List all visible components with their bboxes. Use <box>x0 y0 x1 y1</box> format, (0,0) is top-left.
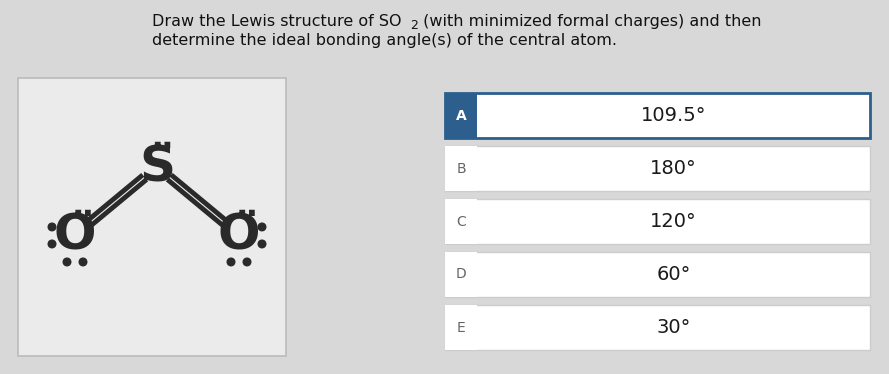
Circle shape <box>258 240 266 248</box>
Text: 120°: 120° <box>650 212 697 231</box>
Text: C: C <box>456 215 466 229</box>
Text: 30°: 30° <box>656 318 691 337</box>
Circle shape <box>48 240 56 248</box>
Text: E: E <box>457 321 465 334</box>
Text: (with minimized formal charges) and then: (with minimized formal charges) and then <box>418 14 762 29</box>
Circle shape <box>258 223 266 231</box>
Circle shape <box>48 223 56 231</box>
Bar <box>445 93 477 138</box>
Bar <box>445 199 477 244</box>
Text: determine the ideal bonding angle(s) of the central atom.: determine the ideal bonding angle(s) of … <box>152 33 617 48</box>
Bar <box>445 252 870 297</box>
Text: Draw the Lewis structure of SO: Draw the Lewis structure of SO <box>152 14 402 29</box>
Circle shape <box>244 258 251 266</box>
Bar <box>445 305 477 350</box>
Text: B: B <box>456 162 466 175</box>
Bar <box>18 78 286 356</box>
Bar <box>445 146 477 191</box>
Text: D: D <box>456 267 467 282</box>
Text: 180°: 180° <box>650 159 697 178</box>
Text: 60°: 60° <box>656 265 691 284</box>
Circle shape <box>79 258 87 266</box>
Circle shape <box>63 258 71 266</box>
Bar <box>445 93 870 138</box>
Bar <box>445 252 477 297</box>
Bar <box>445 305 870 350</box>
Text: 2: 2 <box>410 19 418 32</box>
Circle shape <box>228 258 235 266</box>
Bar <box>445 199 870 244</box>
Text: A: A <box>456 108 467 123</box>
Text: 109.5°: 109.5° <box>641 106 706 125</box>
Text: Ö: Ö <box>53 211 96 259</box>
Text: S̈: S̈ <box>139 143 175 191</box>
Bar <box>445 146 870 191</box>
Text: Ö: Ö <box>218 211 260 259</box>
